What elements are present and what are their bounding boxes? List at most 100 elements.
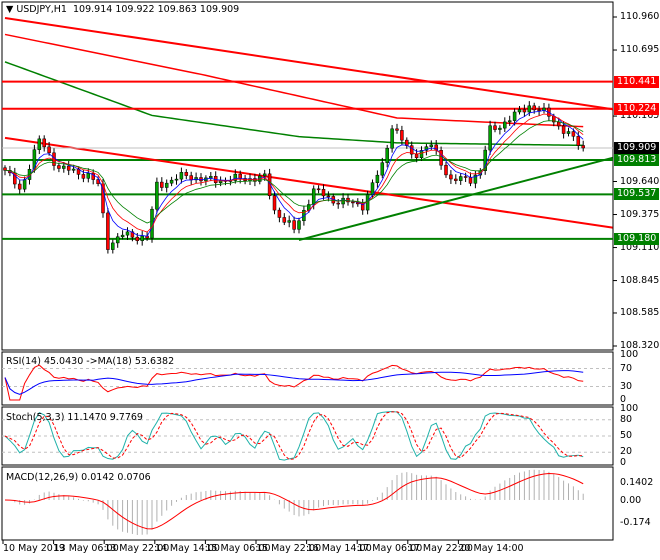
candle-body [414, 153, 419, 158]
candle-body [385, 147, 389, 163]
stoch-axis-label: 100 [620, 403, 639, 414]
level-price-tag: 109.180 [614, 232, 659, 245]
candle-body [370, 182, 375, 195]
candle-body [115, 236, 120, 244]
candle-body [336, 202, 340, 205]
x-tick-label: 20 May 14:00 [458, 543, 524, 554]
candle-body [316, 188, 321, 191]
stoch-axis-label: 20 [620, 446, 633, 458]
y-tick-label: 109.640 [620, 175, 660, 187]
candle-body [527, 105, 532, 113]
x-tick-label: 15 May 22:00 [256, 543, 322, 554]
candle-body [507, 120, 512, 123]
candle-body [287, 220, 291, 223]
candle-body [566, 131, 571, 134]
candle-body [160, 181, 164, 188]
y-tick-label: 110.695 [620, 44, 660, 56]
candle-body [22, 179, 27, 190]
x-tick-label: 15 May 06:00 [205, 543, 271, 554]
slow-moving-average [4, 33, 584, 128]
candle-body [140, 235, 144, 241]
candle-body [57, 165, 61, 169]
candle-body [120, 234, 125, 238]
candle-body [493, 125, 497, 130]
y-tick-label: 108.585 [620, 306, 660, 318]
candle-body [454, 178, 458, 181]
candle-body [321, 188, 326, 197]
candle-body [111, 242, 115, 250]
y-tick-label: 108.320 [620, 340, 660, 351]
candle-body [537, 109, 541, 112]
level-price-tag: 109.537 [614, 188, 659, 201]
rsi-axis-label: 70 [620, 362, 633, 374]
macd-axis-label: 0.1402 [620, 477, 654, 488]
candle-body [419, 150, 424, 158]
candle-body [532, 105, 536, 111]
candle-body [458, 176, 463, 181]
panel-frame [1, 466, 614, 541]
rsi-axis-label: 30 [620, 380, 633, 392]
candle-body [424, 146, 429, 151]
candle-body [155, 181, 159, 210]
candle-body [106, 212, 110, 250]
candle-body [277, 209, 282, 218]
candle-body [233, 173, 238, 181]
candle-body [380, 162, 385, 176]
candle-body [179, 172, 184, 180]
rsi-label: RSI(14) 45.0430 ->MA(18) 53.6382 [6, 356, 175, 367]
x-tick-label: 13 May 22:00 [104, 543, 170, 554]
candle-body [503, 121, 507, 129]
stoch-signal-line [4, 411, 584, 460]
candle-body [444, 164, 448, 176]
stoch-axis-label: 0 [620, 457, 627, 468]
trendline [4, 136, 613, 229]
stoch-main-line [4, 410, 584, 461]
candle-body [262, 173, 267, 177]
x-tick-label: 17 May 22:00 [407, 543, 473, 554]
candle-body [449, 174, 453, 180]
candle-body [101, 183, 105, 214]
candle-body [351, 201, 355, 204]
candle-body [581, 145, 585, 149]
fast-moving-average [4, 113, 584, 233]
candle-body [571, 131, 576, 137]
candle-body [130, 231, 135, 238]
rsi-ma-line [4, 370, 584, 395]
x-tick-label: 17 May 06:00 [357, 543, 423, 554]
trendline [298, 156, 613, 242]
rsi-axis-label: 0 [620, 394, 627, 405]
macd-signal-line [4, 473, 584, 530]
candle-body [429, 144, 434, 147]
candle-body [169, 179, 174, 184]
chart-title: ▼ USDJPY,H1 109.914 109.922 109.863 109.… [6, 4, 240, 15]
candle-body [517, 109, 522, 113]
y-tick-label: 109.110 [620, 241, 660, 253]
candle-body [272, 195, 277, 211]
panel-frame [1, 1, 614, 351]
macd-label: MACD(12,26,9) 0.0142 0.0706 [6, 472, 151, 483]
y-tick-label: 110.960 [620, 11, 660, 22]
candle-body [311, 188, 316, 205]
candle-body [184, 172, 189, 176]
candle-body [468, 177, 473, 184]
candle-body [292, 220, 296, 230]
y-tick-label: 108.845 [620, 274, 660, 286]
candle-body [209, 176, 213, 179]
rsi-line [4, 364, 584, 401]
candle-body [282, 217, 287, 223]
candle-body [409, 145, 414, 155]
candle-body [125, 231, 130, 236]
candle-body [522, 109, 527, 113]
level-price-tag: 110.224 [614, 102, 659, 115]
candle-body [199, 177, 203, 182]
candle-body [71, 168, 76, 171]
level-price-tag: 109.813 [614, 153, 659, 166]
fast-moving-average [4, 109, 584, 237]
candle-body [488, 125, 492, 151]
candle-body [463, 176, 468, 178]
x-tick-label: 13 May 06:00 [53, 543, 119, 554]
candle-body [86, 172, 91, 179]
fast-moving-average [4, 120, 584, 224]
ohlc-readout: 109.914 109.922 109.863 109.909 [73, 4, 240, 15]
candle-body [238, 173, 242, 179]
